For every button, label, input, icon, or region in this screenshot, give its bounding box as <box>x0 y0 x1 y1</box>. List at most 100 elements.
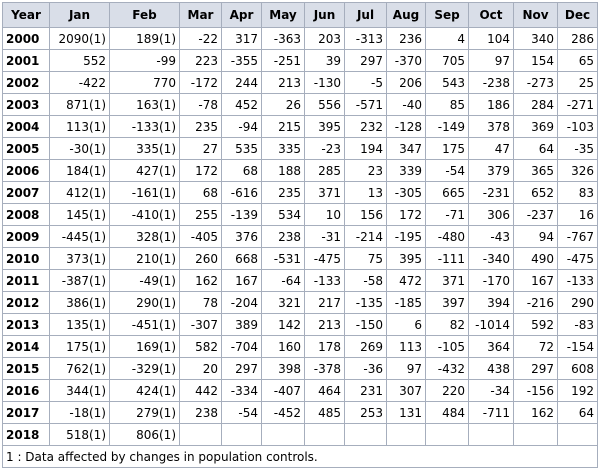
value-cell: 238 <box>261 225 305 248</box>
value-cell: 452 <box>221 93 262 116</box>
value-cell: 438 <box>468 357 514 380</box>
value-cell: 23 <box>344 159 387 182</box>
value-cell: 4 <box>425 27 469 50</box>
value-cell: 253 <box>344 401 387 424</box>
column-header: Dec <box>557 2 598 28</box>
value-cell: 78 <box>179 291 222 314</box>
value-cell: -355 <box>221 49 262 72</box>
value-cell: 206 <box>386 71 426 94</box>
value-cell: 592 <box>513 313 558 336</box>
value-cell: 10 <box>304 203 345 226</box>
value-cell: 83 <box>557 181 598 204</box>
value-cell: 72 <box>513 335 558 358</box>
year-cell: 2011 <box>2 269 50 292</box>
value-cell: 47 <box>468 137 514 160</box>
value-cell: -307 <box>179 313 222 336</box>
value-cell: 210(1) <box>109 247 180 270</box>
column-header: Mar <box>179 2 222 28</box>
value-cell: -154 <box>557 335 598 358</box>
value-cell: 167 <box>513 269 558 292</box>
data-table: Year Jan Feb Mar Apr May Jun Jul Aug Sep Oct Nov Dec… <box>2 2 598 468</box>
value-cell: 665 <box>425 181 469 204</box>
value-cell: 154 <box>513 49 558 72</box>
value-cell: 386(1) <box>49 291 110 314</box>
column-header: Oct <box>468 2 514 28</box>
value-cell: -43 <box>468 225 514 248</box>
empty-cell <box>344 423 387 446</box>
value-cell: -58 <box>344 269 387 292</box>
value-cell: 371 <box>304 181 345 204</box>
year-cell: 2007 <box>2 181 50 204</box>
value-cell: 2090(1) <box>49 27 110 50</box>
value-cell: 238 <box>179 401 222 424</box>
value-cell: 167 <box>221 269 262 292</box>
value-cell: 255 <box>179 203 222 226</box>
value-cell: -475 <box>304 247 345 270</box>
value-cell: -407 <box>261 379 305 402</box>
value-cell: 217 <box>304 291 345 314</box>
year-cell: 2001 <box>2 49 50 72</box>
value-cell: 175 <box>425 137 469 160</box>
value-cell: -83 <box>557 313 598 336</box>
value-cell: 307 <box>386 379 426 402</box>
column-header: Nov <box>513 2 558 28</box>
empty-cell <box>468 423 514 446</box>
table-row: 2004 113(1) -133(1) 235 -94 215 395 232 -128 -149… <box>2 115 598 138</box>
value-cell: -340 <box>468 247 514 270</box>
header-row: Year Jan Feb Mar Apr May Jun Jul Aug Sep Oct Nov Dec <box>2 2 598 28</box>
value-cell: -378 <box>304 357 345 380</box>
value-cell: -34 <box>468 379 514 402</box>
value-cell: -128 <box>386 115 426 138</box>
value-cell: 472 <box>386 269 426 292</box>
value-cell: 328(1) <box>109 225 180 248</box>
value-cell: -161(1) <box>109 181 180 204</box>
value-cell: -531 <box>261 247 305 270</box>
value-cell: 20 <box>179 357 222 380</box>
year-cell: 2004 <box>2 115 50 138</box>
value-cell: 770 <box>109 71 180 94</box>
value-cell: 203 <box>304 27 345 50</box>
value-cell: 16 <box>557 203 598 226</box>
value-cell: 131 <box>386 401 426 424</box>
value-cell: -54 <box>221 401 262 424</box>
value-cell: -238 <box>468 71 514 94</box>
value-cell: -451(1) <box>109 313 180 336</box>
value-cell: -133(1) <box>109 115 180 138</box>
year-cell: 2013 <box>2 313 50 336</box>
value-cell: -571 <box>344 93 387 116</box>
year-cell: 2000 <box>2 27 50 50</box>
value-cell: 464 <box>304 379 345 402</box>
year-cell: 2006 <box>2 159 50 182</box>
year-cell: 2005 <box>2 137 50 160</box>
value-cell: 490 <box>513 247 558 270</box>
value-cell: 378 <box>468 115 514 138</box>
value-cell: 97 <box>386 357 426 380</box>
table-row: 2012 386(1) 290(1) 78 -204 321 217 -135 -185 397 3… <box>2 291 598 314</box>
value-cell: 145(1) <box>49 203 110 226</box>
value-cell: 340 <box>513 27 558 50</box>
value-cell: 394 <box>468 291 514 314</box>
value-cell: -71 <box>425 203 469 226</box>
value-cell: -422 <box>49 71 110 94</box>
table-row: 2000 2090(1) 189(1) -22 317 -363 203 -313 236 4 10… <box>2 27 598 50</box>
value-cell: 543 <box>425 71 469 94</box>
value-cell: -329(1) <box>109 357 180 380</box>
value-cell: -195 <box>386 225 426 248</box>
year-cell: 2012 <box>2 291 50 314</box>
value-cell: 427(1) <box>109 159 180 182</box>
value-cell: 235 <box>261 181 305 204</box>
value-cell: 652 <box>513 181 558 204</box>
value-cell: -150 <box>344 313 387 336</box>
value-cell: 552 <box>49 49 110 72</box>
value-cell: 172 <box>386 203 426 226</box>
value-cell: 269 <box>344 335 387 358</box>
value-cell: -135 <box>344 291 387 314</box>
value-cell: -204 <box>221 291 262 314</box>
value-cell: 364 <box>468 335 514 358</box>
column-header: Feb <box>109 2 180 28</box>
year-cell: 2018 <box>2 423 50 446</box>
value-cell: -64 <box>261 269 305 292</box>
value-cell: -40 <box>386 93 426 116</box>
value-cell: 104 <box>468 27 514 50</box>
value-cell: 142 <box>261 313 305 336</box>
